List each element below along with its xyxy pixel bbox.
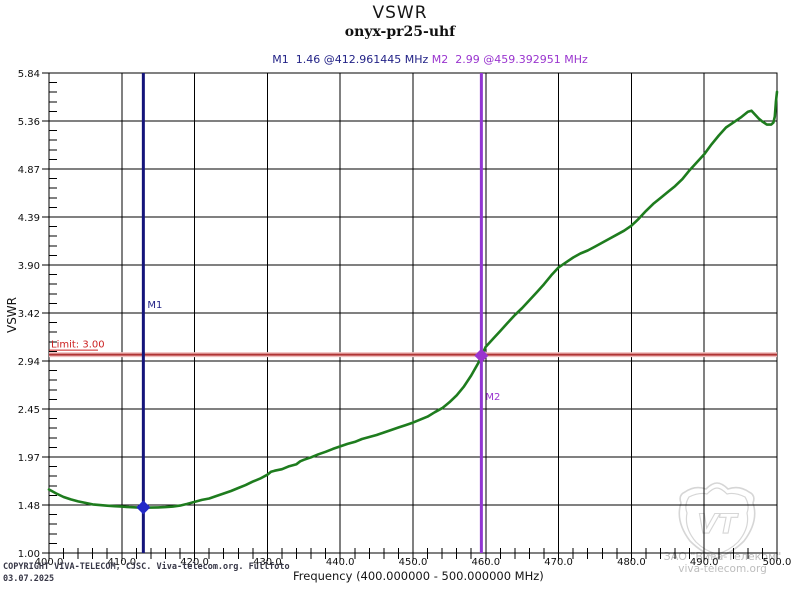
y-tick-label: 5.84 bbox=[18, 69, 40, 80]
y-tick-label: 2.94 bbox=[18, 357, 40, 368]
x-tick-label: 430.0 bbox=[253, 557, 282, 568]
copyright-date: 03.07.2025 bbox=[3, 574, 55, 584]
marker-diamond-m2 bbox=[474, 348, 489, 363]
y-tick-label: 4.87 bbox=[18, 165, 40, 176]
x-tick-label: 460.0 bbox=[471, 557, 500, 568]
y-tick-label: 2.45 bbox=[18, 405, 40, 416]
y-tick-label: 3.90 bbox=[18, 261, 40, 272]
marker-label-m1: M1 bbox=[147, 300, 162, 311]
watermark-monogram: VT bbox=[697, 509, 739, 540]
plot-border bbox=[48, 72, 778, 554]
marker-diamond-m1 bbox=[136, 500, 151, 515]
x-tick-label: 480.0 bbox=[617, 557, 646, 568]
y-tick-label: 1.48 bbox=[18, 501, 40, 512]
x-tick-label: 400.0 bbox=[35, 557, 64, 568]
marker-readout: M1 1.46 @412.961445 MHz M2 2.99 @459.392… bbox=[60, 53, 800, 66]
copyright-text: COPYRIGHT VIVA-TELECOM, CJSC. Viva-telec… bbox=[3, 562, 290, 572]
limit-label: Limit: 3.00 bbox=[51, 340, 105, 351]
y-axis-title: VSWR bbox=[5, 297, 19, 333]
y-tick-label: 1.97 bbox=[18, 453, 40, 464]
x-tick-label: 420.0 bbox=[180, 557, 209, 568]
x-tick-label: 500.0 bbox=[763, 557, 792, 568]
page-title: VSWR bbox=[372, 3, 428, 23]
watermark-shield-outer bbox=[678, 482, 756, 559]
y-tick-label: 5.36 bbox=[18, 117, 40, 128]
chart-subtitle: onyx-pr25-uhf bbox=[344, 24, 456, 40]
watermark-shield-inner bbox=[685, 487, 749, 555]
x-tick-label: 440.0 bbox=[326, 557, 355, 568]
x-tick-label: 490.0 bbox=[690, 557, 719, 568]
marker-m1-readout: M1 1.46 @412.961445 MHz bbox=[272, 53, 429, 66]
x-tick-label: 470.0 bbox=[544, 557, 573, 568]
y-tick-label: 4.39 bbox=[18, 213, 40, 224]
y-tick-label: 1.00 bbox=[18, 549, 40, 560]
x-tick-label: 450.0 bbox=[399, 557, 428, 568]
x-axis-title: Frequency (400.000000 - 500.000000 MHz) bbox=[293, 569, 544, 583]
x-tick-label: 410.0 bbox=[107, 557, 136, 568]
marker-m2-readout: M2 2.99 @459.392951 MHz bbox=[431, 53, 588, 66]
marker-label-m2: M2 bbox=[485, 392, 500, 403]
y-tick-label: 3.42 bbox=[18, 309, 40, 320]
vswr-trace bbox=[47, 90, 779, 509]
watermark-site-text: viva-telecom.org bbox=[678, 563, 767, 575]
